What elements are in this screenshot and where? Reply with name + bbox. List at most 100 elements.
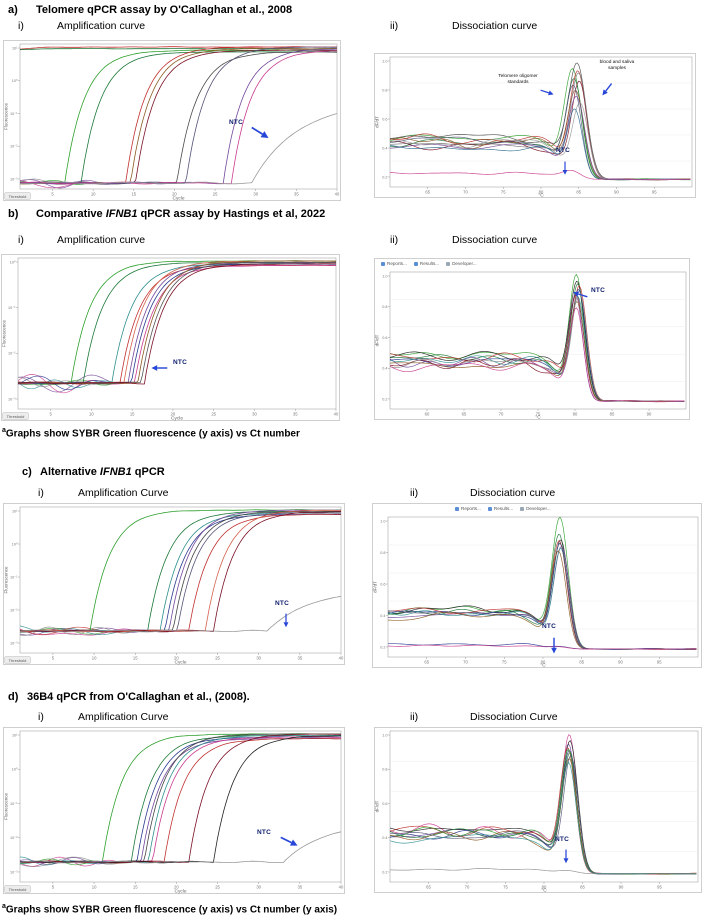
svg-text:0.6: 0.6 (382, 336, 387, 340)
svg-text:0.2: 0.2 (380, 645, 385, 649)
svg-text:0.6: 0.6 (382, 117, 387, 121)
svg-text:75: 75 (501, 190, 506, 195)
svg-text:75: 75 (536, 412, 541, 417)
ntc-label: NTC (555, 836, 569, 843)
toolbar-item-developer[interactable]: Developer... (446, 261, 477, 266)
footnote-1: aGraphs show SYBR Green fluorescence (y … (2, 427, 300, 439)
svg-text:40: 40 (339, 656, 344, 661)
svg-text:1.0: 1.0 (382, 733, 387, 737)
svg-text:70: 70 (463, 190, 468, 195)
panel-c-ii-title: Dissociation curve (470, 487, 556, 499)
svg-text:0.8: 0.8 (382, 305, 387, 309)
panel-c-title-pre: Alternative (40, 466, 100, 478)
svg-text:30: 30 (253, 192, 258, 197)
svg-text:0.4: 0.4 (380, 614, 385, 618)
svg-text:65: 65 (426, 885, 431, 890)
svg-text:85: 85 (610, 412, 615, 417)
svg-text:30: 30 (252, 412, 257, 417)
svg-text:20: 20 (174, 885, 179, 890)
svg-text:dF/dT: dF/dT (373, 581, 378, 593)
report-icon (455, 506, 459, 511)
dissociation-chart-d: 1.0 0.8 0.6 0.4 0.2 65 70 75 80 85 90 95 °C dF/dT (374, 727, 702, 893)
svg-text:10⁻³: 10⁻³ (10, 641, 18, 645)
svg-text:10⁻¹: 10⁻¹ (10, 112, 18, 116)
toolbar-item-label: Results... (493, 506, 514, 511)
toolbar-item-reports[interactable]: Reports... (381, 261, 407, 266)
svg-text:40: 40 (335, 192, 340, 197)
panel-d-title-pre: 36B4 qPCR from O'Callaghan et al., (2008… (27, 691, 250, 703)
svg-text:65: 65 (425, 190, 430, 195)
svg-text:10: 10 (92, 885, 97, 890)
svg-text:Fluorescence: Fluorescence (4, 792, 9, 820)
svg-text:30: 30 (256, 885, 261, 890)
svg-text:5: 5 (49, 412, 52, 417)
report-icon (381, 261, 385, 266)
toolbar-item-results[interactable]: Results... (487, 506, 514, 511)
toolbar-item-label: Reports... (387, 261, 407, 266)
svg-text:20: 20 (174, 656, 179, 661)
svg-text:°C: °C (538, 193, 544, 199)
amplification-chart-a-svg: 10¹ 10⁰ 10⁻¹ 10⁻² 10⁻³ 5 10 15 20 25 30 35 40 Cycle Fl… (3, 40, 341, 201)
svg-text:10: 10 (92, 656, 97, 661)
svg-text:60: 60 (425, 412, 430, 417)
svg-text:10¹: 10¹ (12, 733, 18, 737)
panel-c-title: Alternative IFNB1 qPCR (40, 466, 165, 478)
ntc-arrow (151, 365, 168, 371)
ntc-arrow (283, 613, 289, 628)
dissociation-chart-d-svg: 1.0 0.8 0.6 0.4 0.2 65 70 75 80 85 90 95 °C dF/dT (374, 727, 702, 893)
ntc-label: NTC (275, 600, 289, 607)
svg-text:10: 10 (89, 412, 94, 417)
svg-text:1.0: 1.0 (380, 519, 385, 523)
svg-text:85: 85 (576, 190, 581, 195)
svg-text:25: 25 (215, 656, 220, 661)
toolbar-item-developer[interactable]: Developer... (520, 506, 551, 511)
panel-a-label: a) (8, 4, 18, 16)
svg-text:65: 65 (462, 412, 467, 417)
svg-text:90: 90 (619, 885, 624, 890)
panel-a-ii-num: ii) (390, 20, 399, 32)
panel-b-ii-num: ii) (390, 234, 399, 246)
svg-text:90: 90 (647, 412, 652, 417)
results-toolbar-c: Reports... Results... Developer... (455, 506, 551, 511)
developer-icon (520, 506, 525, 511)
svg-text:85: 85 (579, 660, 584, 665)
dissociation-chart-a: 1.0 0.8 0.6 0.4 0.2 65 70 75 80 85 90 95 °C dF/dT (374, 53, 696, 198)
panel-c-title-italic: IFNB1 (99, 466, 132, 478)
svg-text:80: 80 (541, 660, 546, 665)
dissociation-chart-a-svg: 1.0 0.8 0.6 0.4 0.2 65 70 75 80 85 90 95 °C dF/dT (374, 53, 696, 198)
svg-text:0.6: 0.6 (382, 802, 387, 806)
ntc-arrow (551, 637, 557, 654)
footnote-2-text: Graphs show SYBR Green fluorescence (y a… (5, 904, 338, 916)
dissociation-chart-b: 1.0 0.8 0.6 0.4 0.2 60 65 70 75 80 85 90 °C dF/dT (374, 258, 690, 420)
svg-text:90: 90 (614, 190, 619, 195)
svg-text:0.4: 0.4 (382, 836, 387, 840)
svg-text:25: 25 (213, 192, 218, 197)
dissociation-chart-c-svg: 1.0 0.8 0.6 0.4 0.2 65 70 75 80 85 90 95 °C dF/dT (372, 503, 702, 668)
svg-text:0.4: 0.4 (382, 367, 387, 371)
toolbar-item-results[interactable]: Results... (413, 261, 439, 266)
ntc-label: NTC (229, 119, 243, 126)
panel-c-ii-num: ii) (410, 487, 419, 499)
amplification-chart-c: 10¹ 10⁰ 10⁻¹ 10⁻² 10⁻³ 5 10 15 20 25 30 35 40 Cycle Fl… (3, 503, 345, 665)
developer-icon (446, 261, 451, 266)
toolbar-item-label: Developer... (526, 506, 551, 511)
svg-text:0.6: 0.6 (380, 582, 385, 586)
toolbar-item-reports[interactable]: Reports... (455, 506, 481, 511)
svg-text:15: 15 (133, 885, 138, 890)
svg-text:95: 95 (657, 885, 662, 890)
results-toolbar-b: Reports... Results... Developer... (381, 261, 477, 266)
svg-text:70: 70 (463, 660, 468, 665)
svg-text:Threshold: Threshold (9, 887, 27, 892)
svg-text:Cycle: Cycle (175, 889, 187, 895)
ntc-arrow (562, 161, 568, 175)
svg-text:75: 75 (503, 885, 508, 890)
ntc-label: NTC (591, 287, 605, 294)
svg-text:10⁻³: 10⁻³ (10, 177, 18, 181)
svg-text:80: 80 (573, 412, 578, 417)
svg-text:5: 5 (52, 656, 55, 661)
results-icon (413, 261, 418, 266)
panel-a-ii-title: Dissociation curve (452, 20, 538, 32)
panel-d-i-title: Amplification Curve (78, 711, 169, 723)
svg-text:dF/dT: dF/dT (375, 334, 380, 346)
panel-a-title: Telomere qPCR assay by O'Callaghan et al… (36, 4, 292, 16)
